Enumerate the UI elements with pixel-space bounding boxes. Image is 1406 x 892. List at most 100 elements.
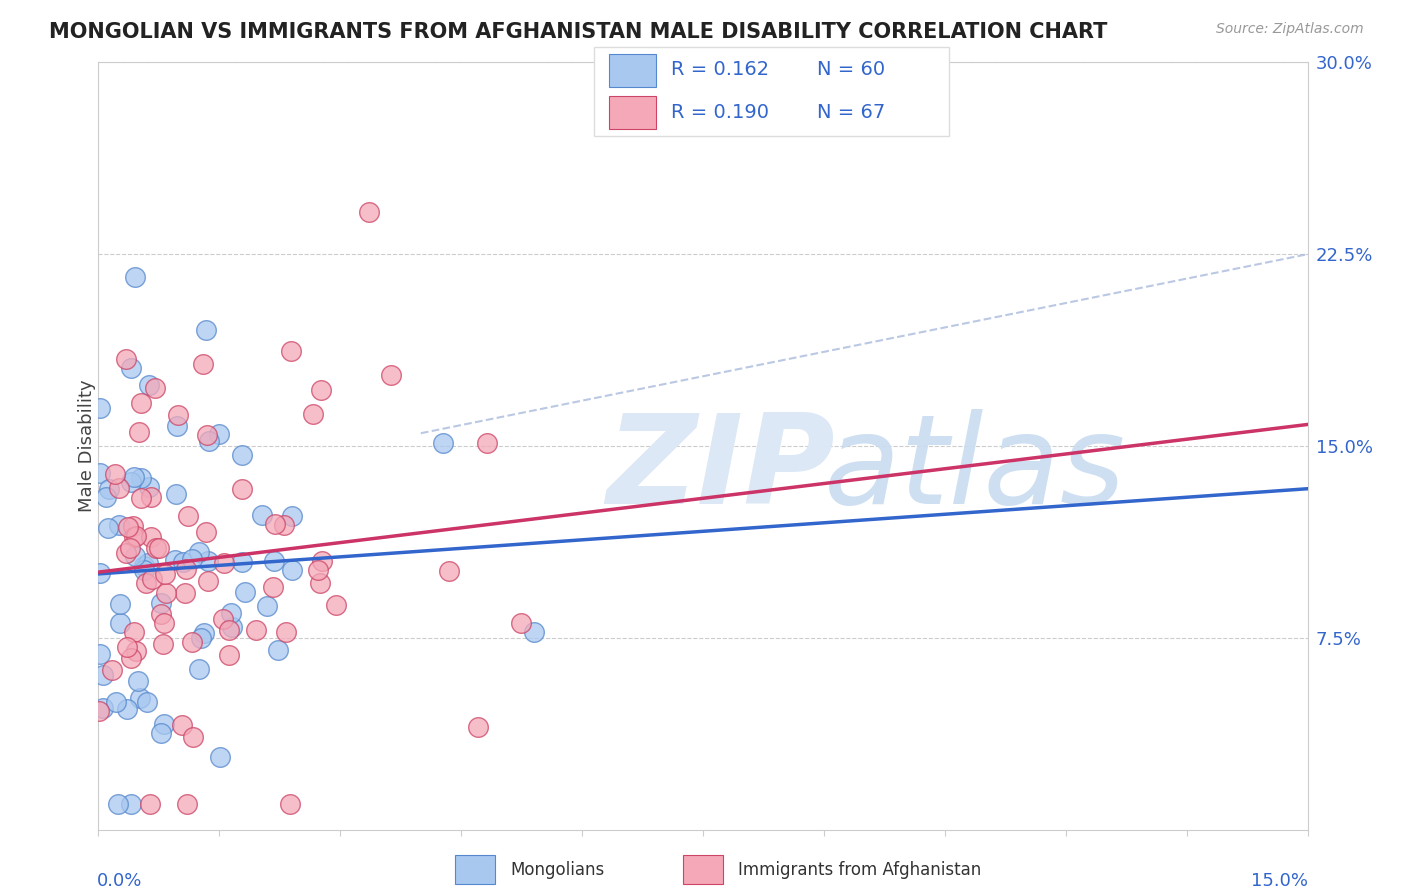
Text: 0.0%: 0.0% xyxy=(97,871,142,889)
Point xyxy=(120,541,142,556)
Point xyxy=(359,204,381,219)
Point xyxy=(163,553,186,567)
Text: R = 0.162: R = 0.162 xyxy=(671,61,769,79)
Point xyxy=(143,381,166,395)
Point xyxy=(122,530,145,544)
Text: Source: ZipAtlas.com: Source: ZipAtlas.com xyxy=(1216,22,1364,37)
Text: Immigrants from Afghanistan: Immigrants from Afghanistan xyxy=(738,861,981,879)
Point xyxy=(124,529,146,543)
Point xyxy=(120,651,142,665)
Point xyxy=(174,561,197,575)
Point xyxy=(104,695,127,709)
Point xyxy=(153,616,176,631)
Point xyxy=(245,623,267,637)
Point xyxy=(197,434,219,448)
Point xyxy=(155,586,177,600)
Point xyxy=(139,490,162,504)
Point xyxy=(274,625,297,640)
Point xyxy=(148,541,170,555)
Point xyxy=(124,549,146,563)
Point xyxy=(301,408,323,422)
Point xyxy=(101,664,124,678)
Point xyxy=(195,524,218,539)
Point xyxy=(233,584,256,599)
Point xyxy=(307,563,329,577)
Bar xyxy=(609,54,657,87)
Point xyxy=(89,401,111,416)
Point xyxy=(280,343,302,358)
Point xyxy=(195,427,218,442)
Point xyxy=(117,520,139,534)
Point xyxy=(135,575,157,590)
Point xyxy=(172,555,194,569)
Point xyxy=(149,597,172,611)
Point xyxy=(281,509,304,524)
Point xyxy=(219,607,242,621)
Point xyxy=(108,598,131,612)
Point xyxy=(115,702,138,716)
Point xyxy=(523,625,546,640)
Point xyxy=(87,704,110,718)
Point xyxy=(150,607,173,622)
Point xyxy=(176,509,198,524)
Point xyxy=(309,383,332,397)
Bar xyxy=(683,855,723,884)
Point xyxy=(128,690,150,705)
Point xyxy=(127,674,149,689)
Point xyxy=(193,625,215,640)
Point xyxy=(211,612,233,626)
Point xyxy=(165,487,187,501)
Point xyxy=(120,475,142,490)
Bar xyxy=(609,96,657,129)
FancyBboxPatch shape xyxy=(595,47,949,136)
Point xyxy=(190,631,212,645)
Point xyxy=(98,482,121,496)
Point xyxy=(218,624,240,638)
Point xyxy=(89,566,111,580)
Point xyxy=(197,554,219,568)
Point xyxy=(122,519,145,533)
Point xyxy=(212,557,235,571)
Point xyxy=(124,470,146,484)
Point xyxy=(103,467,125,482)
Point xyxy=(138,480,160,494)
Point xyxy=(309,576,332,591)
Point xyxy=(187,544,209,558)
Point xyxy=(108,517,131,532)
Point xyxy=(107,797,129,811)
Point xyxy=(97,521,120,535)
Point xyxy=(188,662,211,676)
Point xyxy=(170,717,193,731)
Point xyxy=(125,644,148,658)
Point xyxy=(129,471,152,485)
Point xyxy=(181,552,204,566)
Point xyxy=(122,624,145,639)
Point xyxy=(152,637,174,651)
Point xyxy=(107,482,129,496)
Point xyxy=(263,554,285,568)
Point xyxy=(180,635,202,649)
Point xyxy=(129,396,152,410)
Point xyxy=(134,563,156,577)
Point xyxy=(183,730,205,744)
Point xyxy=(153,566,176,581)
Point xyxy=(174,586,197,600)
Text: R = 0.190: R = 0.190 xyxy=(671,103,769,121)
Text: atlas: atlas xyxy=(824,409,1126,530)
Point xyxy=(467,720,489,734)
Point xyxy=(231,555,253,569)
Point xyxy=(141,572,163,586)
Bar xyxy=(456,855,495,884)
Text: N = 60: N = 60 xyxy=(817,61,886,79)
Point xyxy=(197,574,219,589)
Point xyxy=(108,615,131,630)
Point xyxy=(114,351,136,366)
Point xyxy=(139,529,162,543)
Point xyxy=(311,554,333,568)
Point xyxy=(124,270,146,285)
Point xyxy=(115,640,138,654)
Point xyxy=(221,620,243,634)
Point xyxy=(149,725,172,739)
Point xyxy=(176,797,198,811)
Point xyxy=(231,483,253,497)
